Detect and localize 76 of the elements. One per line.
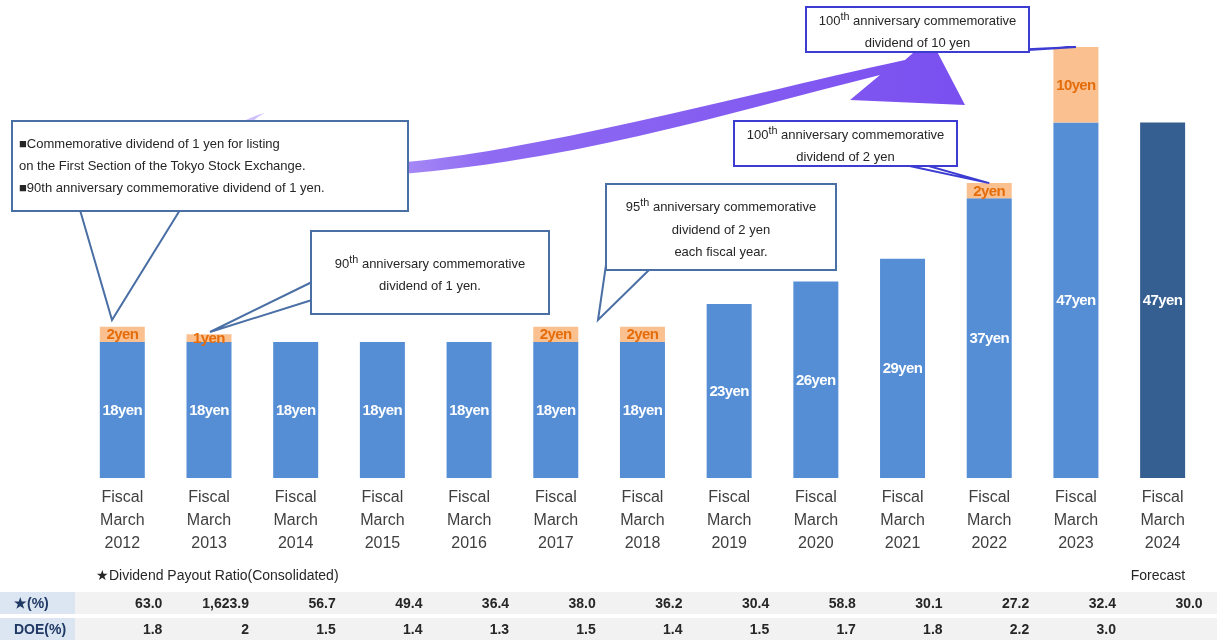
x-tick-label: Fiscal March 2021 [880, 488, 925, 551]
data-label: 37yen [969, 329, 1010, 347]
bar [99, 341, 145, 478]
text: 1,623.9 [202, 595, 250, 611]
data-label: 47yen [1056, 291, 1097, 309]
x-tick-label: Fiscal March 2022 [967, 488, 1012, 551]
text: 3.0 [1096, 621, 1116, 637]
text: DOE(%) [0, 618, 75, 640]
data-label: 1yen [193, 329, 226, 347]
data-label: 18yen [189, 400, 230, 418]
text: Forecast [1130, 567, 1186, 583]
x-tick-label: Fiscal March 2023 [1053, 488, 1099, 551]
text: 30.0 [1175, 595, 1203, 611]
text: ★(%) [0, 592, 75, 614]
data-label: 18yen [449, 400, 490, 418]
text: 2 [241, 621, 250, 637]
text: 36.4 [481, 595, 510, 611]
data-label: 18yen [102, 400, 143, 418]
x-tick-label: Fiscal March 2012 [100, 488, 145, 551]
x-tick-label: Fiscal March 2024 [1140, 488, 1185, 551]
text: 27.2 [1002, 595, 1030, 611]
bar [359, 341, 405, 478]
text: 58.8 [828, 595, 856, 611]
x-tick-label: Fiscal March 2013 [186, 488, 232, 551]
text: 1.5 [316, 621, 336, 637]
text: 1.7 [836, 621, 856, 637]
bar [273, 341, 319, 478]
bar [793, 281, 839, 478]
bar [1053, 122, 1099, 478]
bar [619, 341, 665, 478]
text: 56.7 [308, 595, 336, 611]
data-label: 18yen [622, 400, 663, 418]
data-label: 2yen [626, 325, 659, 343]
text: 1.4 [663, 621, 683, 637]
text: 38.0 [568, 595, 596, 611]
data-label: 26yen [796, 370, 837, 388]
annotation: 95$^{th}$ anniversary commemorative dividend of 2 yen each fiscal year. [624, 195, 818, 261]
bar [966, 198, 1012, 478]
data-label: 18yen [535, 400, 576, 418]
x-tick-label: Fiscal March 2015 [360, 488, 405, 551]
bar [446, 341, 492, 478]
data-label: 23yen [709, 382, 750, 400]
data-label: 2yen [973, 181, 1006, 199]
data-label: 18yen [275, 400, 316, 418]
text: 1.5 [749, 621, 770, 637]
text: 2.2 [1009, 621, 1030, 637]
data-label: 47yen [1142, 291, 1183, 309]
data-label: 10yen [1056, 75, 1097, 93]
text: 36.2 [655, 595, 683, 611]
text: ★Dividend Payout Ratio(Consolidated) [96, 567, 339, 583]
text: 30.1 [915, 595, 943, 611]
x-tick-label: Fiscal March 2020 [793, 488, 839, 551]
x-tick-label: Fiscal March 2019 [706, 488, 752, 551]
text: 63.0 [134, 594, 163, 613]
bar [533, 341, 579, 478]
text: 30.4 [741, 595, 770, 611]
x-tick-label: Fiscal March 2014 [273, 488, 318, 551]
x-tick-label: Fiscal March 2016 [446, 488, 492, 551]
data-label: 29yen [882, 359, 923, 377]
data-label: 2yen [539, 325, 573, 343]
text: 49.4 [395, 595, 423, 611]
annotation: 90$^{th}$ anniversary commemorative dividend of 1 yen. [333, 251, 527, 296]
data-label: 18yen [362, 400, 403, 418]
bar [706, 304, 752, 478]
x-tick-label: Fiscal March 2017 [533, 488, 579, 551]
bar [880, 258, 926, 478]
text: 1.8 [923, 621, 943, 637]
text: 1.5 [576, 621, 596, 637]
text: 1.8 [141, 620, 163, 639]
text: 1.4 [402, 621, 423, 637]
x-tick-label: Fiscal March 2018 [620, 488, 665, 551]
text: 1.3 [489, 621, 510, 637]
annotation: ■Commemorative dividend of 1 yen for listing on the First Section of the Tokyo Stock Exchange. ■90th anniversary commemorative dividend of 1 yen. [19, 135, 326, 197]
data-label: 2yen [106, 325, 139, 343]
bar [1140, 122, 1186, 478]
text: 32.4 [1088, 595, 1116, 611]
